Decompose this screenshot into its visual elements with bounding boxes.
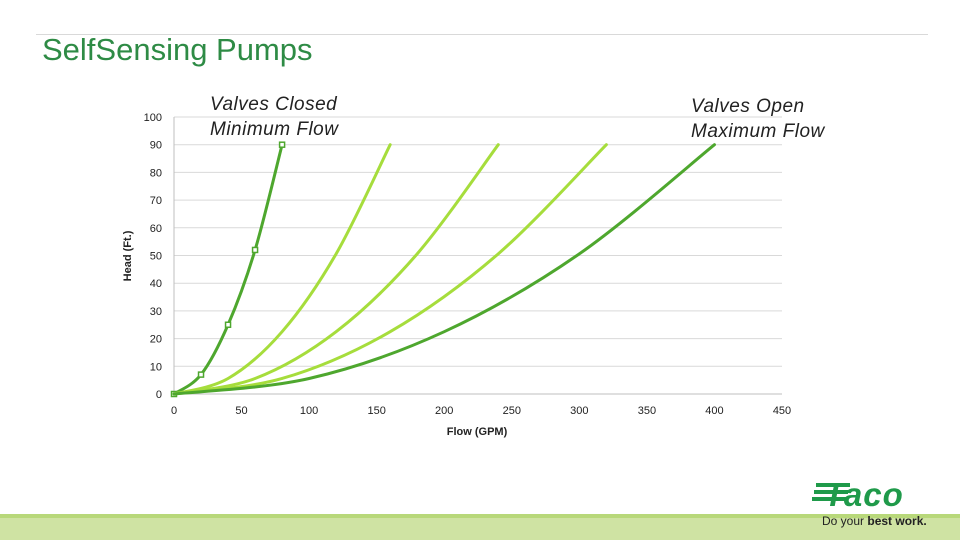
- y-tick-label: 20: [150, 334, 162, 346]
- x-tick-label: 250: [503, 405, 521, 417]
- x-tick-label: 150: [367, 405, 385, 417]
- x-tick-label: 100: [300, 405, 318, 417]
- series-1-point: [278, 141, 286, 148]
- y-tick-label: 100: [144, 112, 162, 124]
- y-tick-label: 0: [156, 389, 162, 401]
- series-4-point: [280, 377, 284, 380]
- logo-tagline: Do your best work.: [822, 514, 927, 528]
- x-tick-label: 200: [435, 405, 453, 417]
- taco-logo: Taco Do your best work.: [812, 476, 930, 532]
- series-5-point: [578, 252, 581, 256]
- series-2-point: [226, 377, 230, 380]
- x-axis-title: Flow (GPM): [447, 426, 508, 438]
- series-4-point: [605, 143, 608, 146]
- footer-band: [0, 514, 960, 540]
- y-axis-title: Head (Ft.): [122, 230, 134, 281]
- logo-tagline-bold: best work.: [867, 514, 927, 528]
- series-2-point: [280, 330, 284, 333]
- chart-series: [170, 141, 716, 398]
- y-tick-label: 60: [150, 223, 162, 235]
- y-tick-label: 50: [150, 251, 162, 263]
- valves-closed-label: Valves Closed: [210, 94, 338, 115]
- y-tick-label: 90: [150, 140, 162, 152]
- series-line-1: [172, 143, 284, 396]
- series-5-point: [713, 143, 716, 146]
- x-tick-label: 450: [773, 405, 791, 417]
- series-1-point: [224, 321, 232, 328]
- series-line-2: [172, 143, 392, 396]
- x-tick-label: 400: [705, 405, 723, 417]
- series-line-5: [172, 143, 716, 396]
- series-line-4: [172, 143, 608, 396]
- slide-title: SelfSensing Pumps: [42, 32, 313, 67]
- chart-axes: 0 10 20 30 40 50 60 70 80 90 100 0 50 100 150 200 250 300…: [144, 112, 792, 417]
- valves-open-label: Valves Open: [691, 96, 805, 117]
- series-3-point: [497, 143, 500, 146]
- x-tick-label: 0: [171, 405, 177, 417]
- series-2-point: [388, 143, 392, 146]
- valves-closed-annotation: Valves Closed Minimum Flow: [210, 92, 338, 142]
- series-4-point: [388, 330, 392, 333]
- series-line-3: [172, 143, 500, 396]
- y-tick-label: 10: [150, 361, 162, 373]
- chart-gridlines: [174, 116, 782, 395]
- y-tick-label: 30: [150, 306, 162, 318]
- series-1-point: [197, 371, 205, 378]
- maximum-flow-label: Maximum Flow: [691, 121, 825, 142]
- series-4-point: [497, 252, 500, 256]
- x-tick-label: 350: [638, 405, 656, 417]
- logo-tagline-prefix: Do your: [822, 514, 868, 528]
- series-2-point: [334, 252, 338, 256]
- series-3-point: [416, 252, 419, 256]
- logo-wordmark: Taco: [824, 476, 904, 513]
- series-3-point: [334, 330, 338, 333]
- series-5-point: [443, 330, 446, 333]
- y-tick-label: 80: [150, 167, 162, 179]
- y-tick-label: 40: [150, 278, 162, 290]
- series-5-point: [172, 392, 176, 396]
- minimum-flow-label: Minimum Flow: [210, 119, 339, 140]
- series-3-point: [253, 377, 257, 380]
- title-divider: [36, 34, 928, 35]
- valves-open-annotation: Valves Open Maximum Flow: [691, 94, 825, 144]
- logo-stripes-icon: [812, 483, 850, 501]
- series-5-point: [307, 377, 311, 380]
- series-1-point: [251, 246, 259, 254]
- footer-band-edge: [0, 514, 960, 518]
- x-tick-label: 300: [570, 405, 588, 417]
- x-tick-label: 50: [235, 405, 247, 417]
- y-tick-label: 70: [150, 195, 162, 207]
